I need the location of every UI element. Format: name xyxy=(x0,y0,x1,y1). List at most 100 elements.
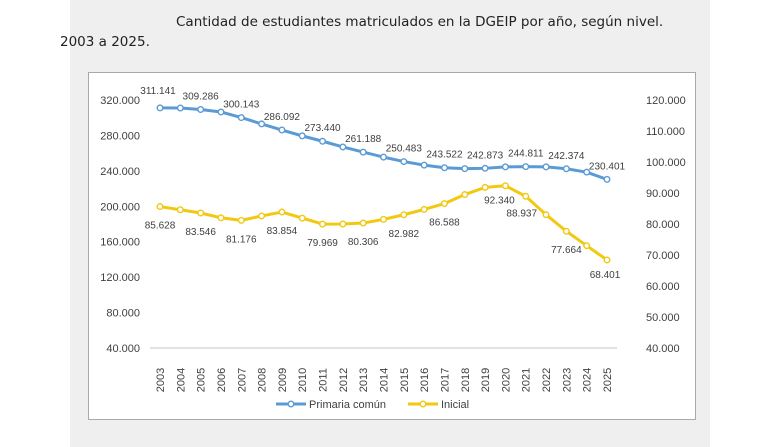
x-axis-tick-label: 2016 xyxy=(419,368,431,392)
left-axis-tick-label: 320.000 xyxy=(100,95,140,107)
primaria-comun-point xyxy=(400,158,408,166)
x-axis-tick-label: 2015 xyxy=(399,368,411,392)
x-axis-tick-label: 2017 xyxy=(439,368,451,392)
primaria-comun-point xyxy=(522,163,530,171)
primaria-comun-data-label: 242.374 xyxy=(548,151,585,162)
legend-label: Primaria común xyxy=(309,399,386,411)
legend-swatch-marker xyxy=(287,400,295,408)
legend: Primaria común Inicial xyxy=(276,399,469,411)
right-axis: 120.000 110.000 100.000 90.000 80.000 70.000 6… xyxy=(646,95,686,355)
right-axis-tick-label: 120.000 xyxy=(646,95,686,107)
caption-line-1: Cantidad de estudiantes matriculados en … xyxy=(176,14,664,30)
right-axis-tick-label: 90.000 xyxy=(646,188,680,200)
primaria-comun-data-label: 273.440 xyxy=(304,123,341,134)
primaria-comun-point xyxy=(583,168,591,176)
inicial-point xyxy=(501,182,509,190)
inicial-point xyxy=(420,205,428,213)
x-axis-tick-label: 2024 xyxy=(582,368,594,392)
right-axis-tick-label: 50.000 xyxy=(646,312,680,324)
primaria-comun-point xyxy=(156,104,164,112)
inicial-point xyxy=(380,215,388,223)
inicial-data-label: 85.628 xyxy=(145,221,176,232)
inicial-point xyxy=(440,200,448,208)
primaria-comun-data-label: 243.522 xyxy=(426,150,463,161)
inicial-data-label: 92.340 xyxy=(484,196,515,207)
inicial-point xyxy=(562,227,570,235)
inicial-data-label: 80.306 xyxy=(348,237,379,248)
x-axis-tick-label: 2009 xyxy=(277,368,289,392)
x-axis-tick-label: 2003 xyxy=(155,368,167,392)
inicial-point xyxy=(197,209,205,217)
left-axis-tick-label: 80.000 xyxy=(106,308,140,320)
inicial-point xyxy=(237,216,245,224)
primaria-comun-point xyxy=(440,164,448,172)
x-axis-tick-label: 2013 xyxy=(358,368,370,392)
inicial-data-label: 86.588 xyxy=(429,218,460,229)
right-axis-tick-label: 80.000 xyxy=(646,219,680,231)
left-axis-tick-label: 280.000 xyxy=(100,130,140,142)
primaria-comun-point xyxy=(237,114,245,122)
caption-line-2: 2003 a 2025. xyxy=(60,34,150,50)
primaria-comun-point xyxy=(319,137,327,145)
inicial-point xyxy=(298,214,306,222)
inicial-point xyxy=(339,220,347,228)
primaria-comun-data-label: 309.286 xyxy=(183,91,220,102)
series-inicial: 85.628 83.546 81.176 83.854 79.969 80.306 82.9… xyxy=(145,182,621,281)
inicial-point xyxy=(359,219,367,227)
x-axis-tick-label: 2022 xyxy=(541,368,553,392)
inicial-data-label: 83.854 xyxy=(267,226,298,237)
primaria-comun-point xyxy=(461,165,469,173)
left-axis-tick-label: 120.000 xyxy=(100,272,140,284)
x-axis-tick-label: 2012 xyxy=(338,368,350,392)
right-axis-tick-label: 110.000 xyxy=(646,126,685,138)
primaria-comun-data-label: 230.401 xyxy=(589,161,626,172)
inicial-data-label: 68.401 xyxy=(590,270,621,281)
left-axis-tick-label: 200.000 xyxy=(100,201,140,213)
inicial-point xyxy=(461,191,469,199)
inicial-point xyxy=(258,212,266,220)
left-axis-tick-label: 240.000 xyxy=(100,166,140,178)
primaria-comun-point xyxy=(542,163,550,171)
primaria-comun-point xyxy=(359,148,367,156)
x-axis-tick-label: 2018 xyxy=(460,368,472,392)
primaria-comun-point xyxy=(197,105,205,113)
inicial-data-label: 83.546 xyxy=(185,227,216,238)
right-axis-tick-label: 100.000 xyxy=(646,157,686,169)
legend-item-inicial: Inicial xyxy=(408,399,469,411)
x-axis-tick-label: 2006 xyxy=(216,368,228,392)
inicial-point xyxy=(542,211,550,219)
primaria-comun-point xyxy=(481,164,489,172)
legend-item-primaria-comun: Primaria común xyxy=(276,399,386,411)
primaria-comun-data-label: 244.811 xyxy=(508,149,544,160)
primaria-comun-data-label: 300.143 xyxy=(223,100,260,111)
right-axis-tick-label: 70.000 xyxy=(646,250,680,262)
inicial-point xyxy=(217,214,225,222)
x-axis-tick-label: 2004 xyxy=(175,368,187,392)
inicial-data-label: 88.937 xyxy=(506,208,537,219)
inicial-data-label: 77.664 xyxy=(551,245,582,256)
inicial-point xyxy=(176,206,184,214)
x-axis-tick-label: 2019 xyxy=(480,368,492,392)
x-axis-tick-label: 2025 xyxy=(602,368,614,392)
x-axis-tick-label: 2008 xyxy=(257,368,269,392)
primaria-comun-data-label: 286.092 xyxy=(264,112,301,123)
primaria-comun-point xyxy=(603,175,611,183)
primaria-comun-data-label: 261.188 xyxy=(345,134,382,145)
x-axis-tick-label: 2021 xyxy=(521,368,533,392)
primaria-comun-data-label: 242.873 xyxy=(467,150,504,161)
primaria-comun-point xyxy=(501,163,509,171)
primaria-comun-point xyxy=(380,153,388,161)
left-axis-tick-label: 40.000 xyxy=(106,343,140,355)
x-axis-tick-label: 2011 xyxy=(318,368,330,392)
primaria-comun-data-label: 311.141 xyxy=(140,86,176,97)
legend-swatch-marker xyxy=(419,400,427,408)
primaria-comun-point xyxy=(562,165,570,173)
primaria-comun-point xyxy=(176,104,184,112)
primaria-comun-point xyxy=(258,120,266,128)
inicial-line xyxy=(159,184,608,262)
primaria-comun-line xyxy=(159,106,608,181)
inicial-point xyxy=(481,183,489,191)
